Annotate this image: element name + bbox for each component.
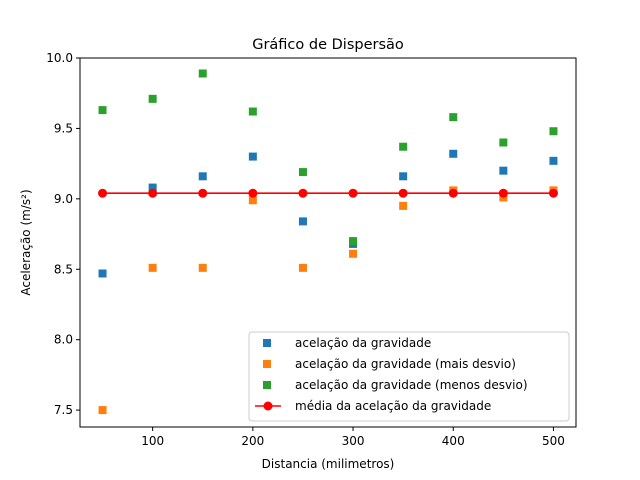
scatter-point: [248, 107, 257, 116]
scatter-point: [298, 217, 307, 226]
legend-marker: [263, 339, 271, 347]
scatter-point: [399, 172, 408, 181]
plot-frame: [79, 57, 577, 428]
y-tick-label: 7.5: [54, 403, 73, 417]
scatter-point: [399, 201, 408, 210]
legend-label: média da acelação da gravidade: [295, 399, 491, 413]
x-tick-label: 200: [241, 434, 264, 448]
legend-label: acelação da gravidade (menos desvio): [295, 378, 528, 392]
mean-point: [98, 188, 108, 198]
mean-point: [398, 188, 408, 198]
legend-label: acelação da gravidade (mais desvio): [295, 357, 516, 371]
legend-marker: [263, 401, 273, 411]
y-tick-label: 9.5: [54, 121, 73, 135]
legend-box: [248, 331, 570, 422]
scatter-point: [98, 406, 107, 415]
y-axis-label: Aceleração (m/s²): [19, 189, 33, 295]
x-tick-label: 400: [442, 434, 465, 448]
scatter-point: [148, 183, 157, 192]
scatter-point: [148, 94, 157, 103]
scatter-point: [349, 237, 358, 246]
y-tick-label: 8.5: [54, 262, 73, 276]
scatter-point: [198, 172, 207, 181]
mean-point: [198, 188, 208, 198]
scatter-point: [499, 138, 508, 147]
x-axis-ticks: 100 200 300 400 500: [141, 427, 565, 448]
scatter-point: [298, 168, 307, 177]
scatter-point: [98, 106, 107, 115]
data-layer: [98, 69, 558, 415]
legend-label: acelação da gravidade: [295, 336, 431, 350]
x-tick-label: 100: [141, 434, 164, 448]
y-tick-label: 10.0: [46, 51, 73, 65]
mean-point: [298, 188, 308, 198]
legend-item: média da acelação da gravidade: [255, 399, 491, 413]
mean-point: [248, 188, 258, 198]
scatter-point: [449, 149, 458, 158]
scatter-point: [148, 263, 157, 272]
scatter-point: [349, 249, 358, 258]
mean-point: [548, 188, 558, 198]
legend-item: acelação da gravidade: [263, 336, 431, 350]
scatter-point: [499, 166, 508, 175]
scatter-point: [248, 196, 257, 205]
mean-point: [148, 188, 158, 198]
legend-item: acelação da gravidade (mais desvio): [263, 357, 516, 371]
x-tick-label: 300: [342, 434, 365, 448]
scatter-point: [98, 269, 107, 278]
scatter-point: [449, 113, 458, 122]
scatter-point: [198, 69, 207, 78]
scatter-point: [549, 127, 558, 136]
y-tick-label: 9.0: [54, 192, 73, 206]
chart-title: Gráfico de Dispersão: [252, 37, 404, 53]
x-tick-label: 500: [542, 434, 565, 448]
mean-point: [448, 188, 458, 198]
legend-item: acelação da gravidade (menos desvio): [263, 378, 528, 392]
scatter-point: [298, 263, 307, 272]
scatter-point: [248, 152, 257, 161]
legend-marker: [263, 381, 271, 389]
series-1: [98, 149, 558, 278]
mean-point: [348, 188, 358, 198]
series-3: [98, 69, 558, 246]
y-tick-label: 8.0: [54, 333, 73, 347]
series-4: [98, 188, 558, 198]
legend: acelação da gravidade acelação da gravida…: [248, 331, 570, 422]
scatter-point: [198, 263, 207, 272]
scatter-point: [549, 156, 558, 165]
y-axis-ticks: 7.5 8.0 8.5 9.0 9.5 10.0: [46, 51, 80, 417]
mean-point: [498, 188, 508, 198]
scatter-point: [399, 142, 408, 151]
x-axis-label: Distancia (milimetros): [262, 457, 395, 471]
legend-marker: [263, 360, 271, 368]
